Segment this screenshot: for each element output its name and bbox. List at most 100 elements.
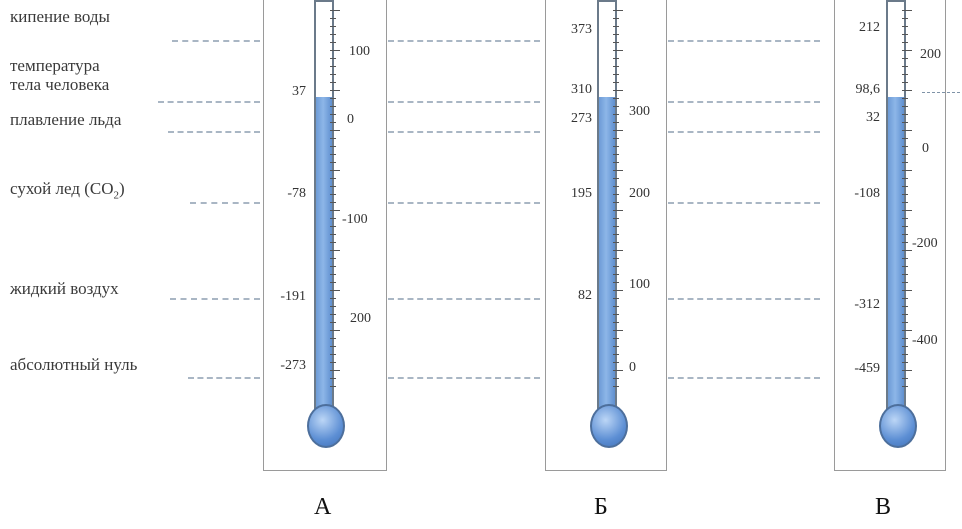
scale-tick [330, 202, 336, 203]
thermometer-c-point: -312 [854, 297, 880, 312]
scale-tick [613, 378, 619, 379]
thermometer-b-point: 373 [571, 22, 592, 37]
scale-tick [902, 10, 912, 11]
scale-tick [330, 314, 336, 315]
thermometer-b-point: 310 [571, 82, 592, 97]
scale-tick [330, 298, 336, 299]
thermometer-b-point: 195 [571, 186, 592, 201]
thermometer-a-mercury [316, 97, 332, 414]
scale-tick [902, 354, 908, 355]
thermometer-c-scale: -200 [912, 236, 938, 251]
thermometer-c-point: -459 [854, 361, 880, 376]
scale-tick [902, 18, 908, 19]
thermometer-a-frame [263, 0, 387, 471]
scale-tick [613, 106, 619, 107]
scale-tick [613, 34, 619, 35]
scale-tick [902, 82, 908, 83]
scale-tick [613, 306, 619, 307]
scale-tick [330, 98, 336, 99]
scale-tick [330, 154, 336, 155]
scale-tick [902, 98, 908, 99]
scale-tick [902, 154, 908, 155]
thermometer-a-point: 37 [292, 84, 306, 99]
thermometer-c-tube [886, 0, 906, 414]
thermometer-a-scale: 200 [350, 311, 371, 326]
scale-tick [902, 122, 908, 123]
scale-tick [902, 170, 912, 171]
scale-tick [613, 154, 619, 155]
scale-tick [330, 370, 340, 371]
thermometer-c-point: -108 [854, 186, 880, 201]
scale-tick [902, 338, 908, 339]
dash-line [388, 298, 540, 300]
scale-tick [613, 194, 619, 195]
dash-line [668, 377, 820, 379]
scale-tick [613, 274, 619, 275]
scale-tick [330, 58, 336, 59]
dash-line [388, 377, 540, 379]
thermometer-a-point: -191 [280, 289, 306, 304]
scale-tick [330, 338, 336, 339]
scale-tick [613, 218, 619, 219]
thermometer-b-scale: 300 [629, 104, 650, 119]
scale-tick [330, 346, 336, 347]
dash-line [668, 101, 820, 103]
scale-tick [613, 42, 619, 43]
scale-tick [613, 202, 619, 203]
thermometer-b-frame [545, 0, 667, 471]
dash-line [170, 298, 260, 300]
scale-tick [613, 162, 619, 163]
scale-tick [902, 330, 912, 331]
label-human-temp-line2: тела человека [10, 75, 110, 94]
dash-line [388, 131, 540, 133]
scale-tick [613, 90, 623, 91]
thermometer-c-caption: В [875, 494, 892, 520]
scale-tick [902, 114, 908, 115]
label-absolute-zero: абсолютный нуль [10, 355, 138, 374]
scale-tick [330, 130, 340, 131]
thermometer-c-scale: -400 [912, 333, 938, 348]
scale-tick [902, 58, 908, 59]
scale-tick [330, 290, 340, 291]
scale-tick [902, 346, 908, 347]
scale-tick [613, 18, 619, 19]
scale-tick [330, 114, 336, 115]
thermometer-b-bulb [590, 404, 628, 448]
scale-tick [902, 106, 908, 107]
scale-tick [613, 362, 619, 363]
dash-line [668, 40, 820, 42]
thermometer-b-tube [597, 0, 617, 414]
scale-tick [330, 274, 336, 275]
thermometer-b-mercury [599, 97, 615, 414]
thermometer-a-caption: А [314, 494, 332, 520]
dash-line [668, 202, 820, 204]
thermometer-a-point: -273 [280, 358, 306, 373]
thermometer-c-scale: 0 [922, 141, 929, 156]
label-liquid-air: жидкий воздух [10, 279, 119, 298]
label-dry-ice-text: сухой лед (CO [10, 179, 114, 198]
scale-tick [902, 274, 908, 275]
scale-tick [330, 178, 336, 179]
scale-tick [330, 306, 336, 307]
scale-tick [330, 242, 336, 243]
thermometer-c-bulb [879, 404, 917, 448]
label-dry-ice: сухой лед (CO2) [10, 180, 125, 204]
scale-tick [330, 226, 336, 227]
thermometer-c-point: 32 [866, 110, 880, 125]
scale-tick [613, 210, 623, 211]
dash-line [922, 92, 960, 93]
dash-line [668, 131, 820, 133]
scale-tick [613, 170, 623, 171]
scale-tick [613, 298, 619, 299]
scale-tick [330, 66, 336, 67]
scale-tick [613, 346, 619, 347]
label-dry-ice-close: ) [119, 179, 125, 198]
thermometer-a-bulb [307, 404, 345, 448]
dash-line [158, 101, 260, 103]
scale-tick [613, 242, 619, 243]
scale-tick [613, 266, 619, 267]
scale-tick [613, 282, 619, 283]
scale-tick [902, 42, 908, 43]
scale-tick [902, 306, 908, 307]
scale-tick [613, 290, 623, 291]
